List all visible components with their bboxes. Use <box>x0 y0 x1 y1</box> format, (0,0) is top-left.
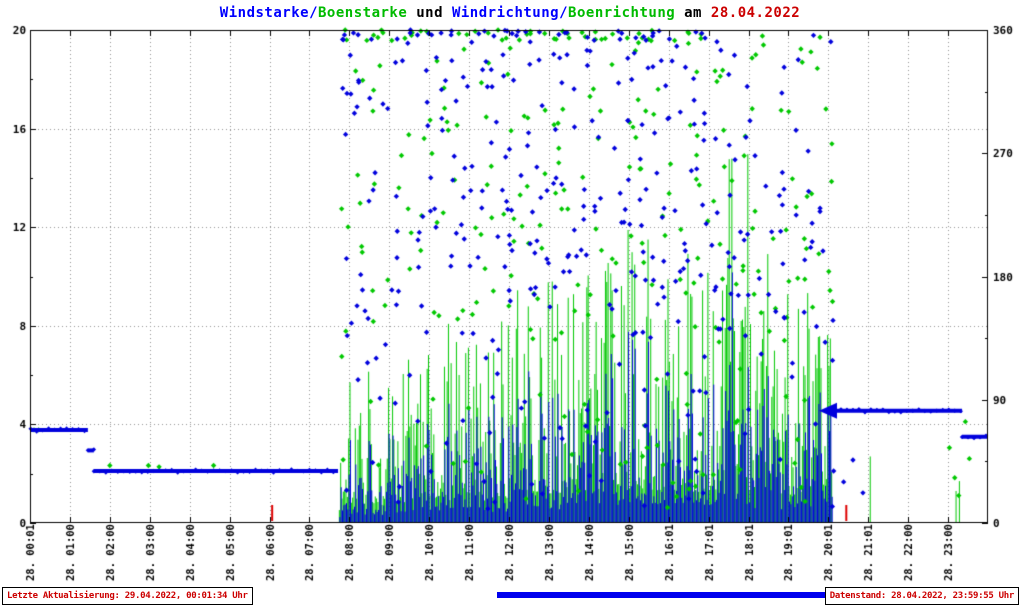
data-state-box: Datenstand: 28.04.2022, 23:59:55 Uhr <box>824 587 1019 605</box>
data-state-text: Datenstand: 28.04.2022, 23:59:55 Uhr <box>829 591 1015 601</box>
footer-blue-bar <box>497 592 830 598</box>
last-update-text: Letzte Aktualisierung: 29.04.2022, 00:01… <box>7 591 248 601</box>
last-update-box: Letzte Aktualisierung: 29.04.2022, 00:01… <box>2 587 253 605</box>
